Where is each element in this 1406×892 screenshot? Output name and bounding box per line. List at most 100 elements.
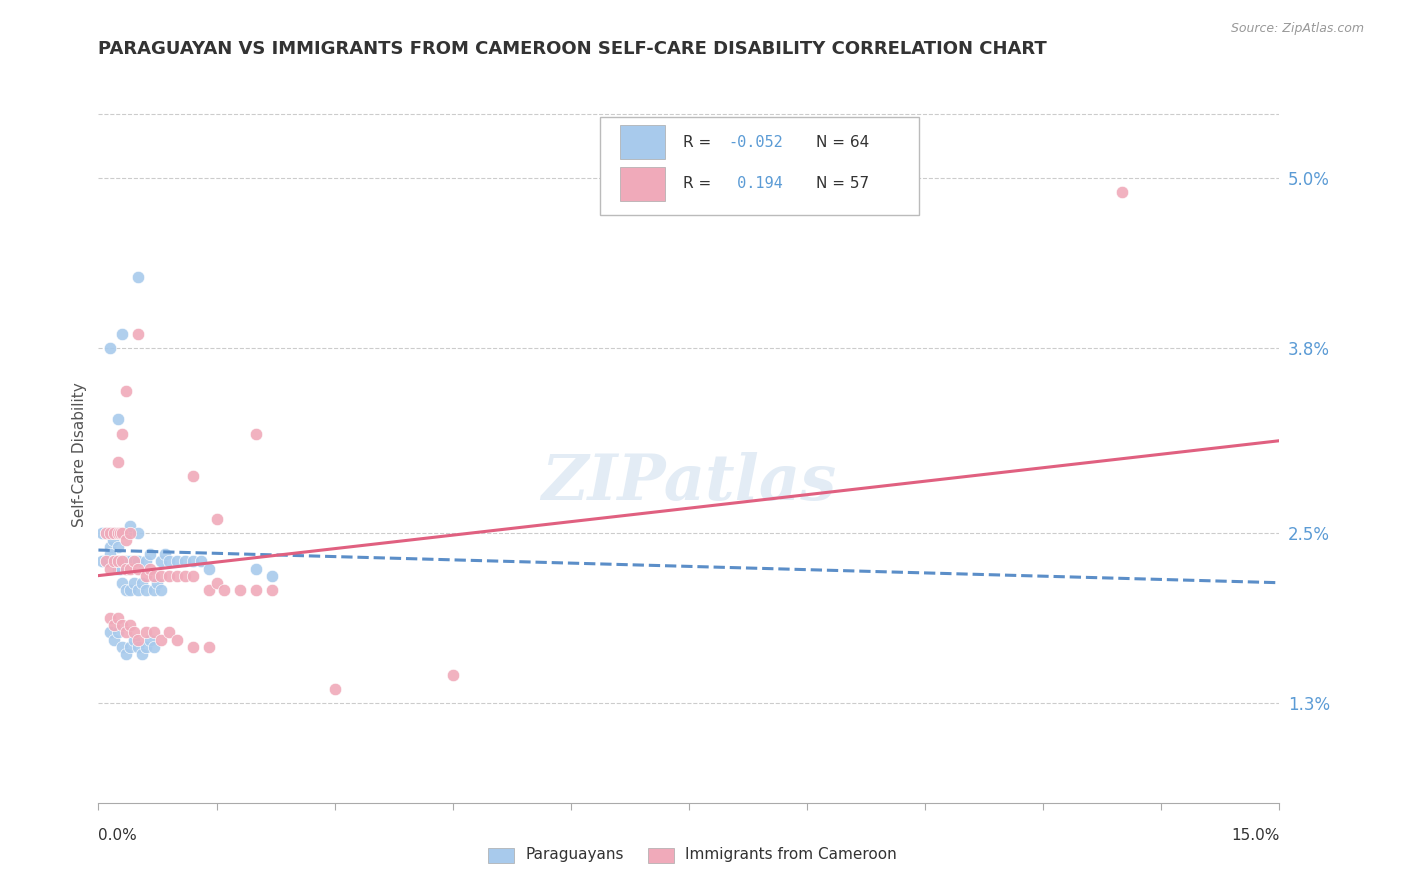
Point [98,611,121,625]
Point [107,625,129,640]
Point [135,554,157,568]
Point [115,526,138,541]
Point [118,526,141,541]
Point [104,526,127,541]
Point [138,561,160,575]
Point [122,575,145,590]
Point [214,582,236,597]
Point [111,554,134,568]
FancyBboxPatch shape [488,848,515,863]
Point [122,632,145,647]
Point [96,554,118,568]
Point [197,582,219,597]
Text: Paraguayans: Paraguayans [526,847,624,863]
Point [142,568,165,582]
Point [122,625,145,640]
Point [142,640,165,654]
Point [135,640,157,654]
Point [127,582,149,597]
Point [205,512,228,526]
Point [157,568,180,582]
Text: 0.194: 0.194 [728,177,783,191]
Point [103,554,125,568]
Point [135,625,157,640]
Point [138,547,160,561]
Point [166,554,188,568]
Point [127,561,149,575]
Point [118,519,141,533]
Text: N = 57: N = 57 [817,177,870,191]
Point [118,618,141,632]
Point [135,582,157,597]
Point [107,561,129,575]
Point [181,568,204,582]
Point [150,582,173,597]
Point [110,526,132,541]
Point [107,526,129,541]
Point [107,455,129,469]
Point [107,540,129,554]
Point [245,426,267,441]
Point [118,554,141,568]
Point [1111,186,1133,200]
Point [111,575,134,590]
Point [122,554,145,568]
Point [111,526,134,541]
Text: PARAGUAYAN VS IMMIGRANTS FROM CAMEROON SELF-CARE DISABILITY CORRELATION CHART: PARAGUAYAN VS IMMIGRANTS FROM CAMEROON S… [98,40,1047,58]
FancyBboxPatch shape [620,167,665,201]
Point [111,554,134,568]
Point [155,547,177,561]
Point [174,568,197,582]
Point [181,554,204,568]
Point [127,640,149,654]
FancyBboxPatch shape [620,125,665,159]
Point [97,526,120,541]
Point [103,526,125,541]
Point [103,526,125,541]
Point [96,554,118,568]
Point [127,327,149,342]
Point [96,526,118,541]
Point [115,384,138,398]
Point [127,270,149,285]
Point [91,554,114,568]
Point [98,342,121,356]
Point [115,625,138,640]
Point [111,426,134,441]
Point [229,582,252,597]
Point [245,561,267,575]
FancyBboxPatch shape [600,118,920,215]
Point [111,640,134,654]
Point [98,547,121,561]
Point [98,540,121,554]
Point [323,682,346,697]
Point [107,412,129,426]
Point [111,327,134,342]
Point [174,554,197,568]
Point [260,582,283,597]
Point [98,526,121,541]
Point [441,668,464,682]
Point [111,618,134,632]
Point [127,632,149,647]
Point [142,582,165,597]
Point [91,526,114,541]
Text: -0.052: -0.052 [728,135,783,150]
Point [115,561,138,575]
Point [104,554,127,568]
Point [197,561,219,575]
Point [260,568,283,582]
Point [157,625,180,640]
Point [181,640,204,654]
Point [118,582,141,597]
Text: R =: R = [683,177,716,191]
Point [131,647,153,661]
Point [135,568,157,582]
Point [127,526,149,541]
Point [146,575,169,590]
Point [107,611,129,625]
Point [122,554,145,568]
Point [101,533,124,548]
Point [166,632,188,647]
Point [98,561,121,575]
